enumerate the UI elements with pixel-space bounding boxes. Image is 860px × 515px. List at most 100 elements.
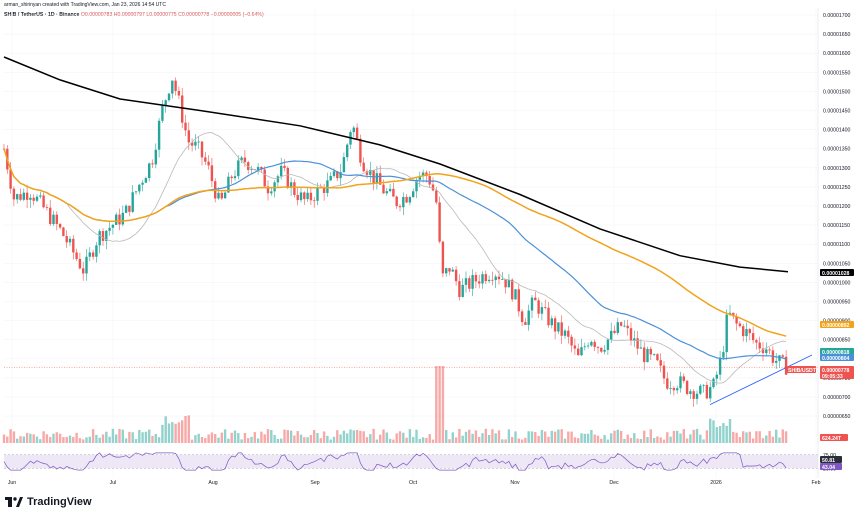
candle-body [299,192,303,201]
volume-bar [68,435,72,443]
candle-body [616,322,619,333]
volume-bar [395,433,398,443]
candle-body [669,388,672,389]
candle-body [359,138,362,163]
candle-body [610,330,613,340]
candle-body [75,252,78,259]
candle-body [415,179,418,192]
volume-bar [626,434,629,443]
candle-body [626,325,629,329]
volume-bar [177,422,181,443]
candle-body [329,175,332,181]
volume-bar [115,434,118,443]
candle-body [662,365,666,379]
candle-body [134,191,138,193]
candle-body [666,378,669,389]
volume-bar [336,430,339,443]
candle-body [689,391,692,394]
time-tick-label: Sep [310,480,319,486]
candle-body [573,345,577,349]
volume-bar [431,439,435,443]
candle-body [725,314,728,353]
volume-bar [148,429,151,443]
candle-body [478,281,481,284]
candle-body [709,387,712,399]
price-scale: 0.00001700 0.00001650 0.00001600 0.00001550… [817,8,851,478]
candle-body [468,278,471,289]
candle-body [692,391,695,399]
volume-bar [567,431,570,443]
candle-body [283,165,286,168]
volume-bar [728,419,732,443]
volume-bar [448,439,451,443]
candle-body [550,318,553,326]
volume-bar [699,434,702,443]
candle-body [220,192,223,199]
volume-bar [402,432,405,443]
volume-bar [497,430,501,443]
candle-body [72,238,75,253]
candle-body [309,192,313,201]
candle-body [336,171,339,179]
candle-body [540,307,544,314]
volume-bar [676,430,679,443]
price-tick-label: 0.00001300 [823,166,851,172]
price-tick-label: 0.00001450 [823,109,851,115]
candle-body [382,184,385,194]
volume-bar [514,431,517,443]
trendline [4,354,818,406]
volume-bar [511,436,514,443]
candle-body [68,238,72,243]
volume-bar [781,429,784,443]
volume-bar [705,430,709,443]
volume-bar [25,432,29,443]
volume-bar [530,431,534,443]
rsi-tick-label: 75.00 [823,453,836,459]
candle-body [524,322,527,325]
candle-body [322,187,326,193]
volume-bar [306,437,309,443]
volume-bars [2,366,788,443]
volume-bar [22,436,25,443]
candle-body [557,322,560,332]
candle-body [458,281,461,297]
time-tick-label: Jun [8,480,16,486]
candle-body [735,316,738,324]
candle-body [567,330,570,337]
price-tags: 0.00001028 0.00000892 0.000008180.00000804… [786,269,854,471]
candle-body [362,162,365,172]
volume-bar [408,429,412,443]
candle-body [679,376,682,389]
volume-bar [313,430,316,443]
candle-body [49,207,52,225]
candle-body [303,192,306,200]
candle-body [194,141,197,146]
candle-body [388,188,392,192]
volume-bar [405,437,408,443]
candle-body [263,169,266,187]
volume-bar [464,431,468,443]
volume-bar [695,428,699,443]
volume-bar [339,434,342,443]
price-tick-label: 0.00001150 [823,223,850,229]
volume-bar [738,437,742,443]
candle-body [171,80,174,94]
volume-bar [214,434,217,443]
candle-body [240,157,243,161]
price-tick-label: 0.00001050 [823,261,851,267]
volume-bar [540,430,544,443]
volume-bar [606,439,610,443]
candle-body [702,384,705,386]
candle-body [577,348,580,356]
candle-body [517,289,520,312]
candle-body [256,166,260,170]
volume-bar [101,434,105,443]
volume-bar [600,438,603,443]
volume-bar [62,437,65,443]
candle-body [230,176,233,179]
volume-bar [105,431,108,443]
volume-bar [441,366,445,443]
tradingview-brand[interactable]: TradingView [5,496,92,508]
candle-body [217,192,220,199]
